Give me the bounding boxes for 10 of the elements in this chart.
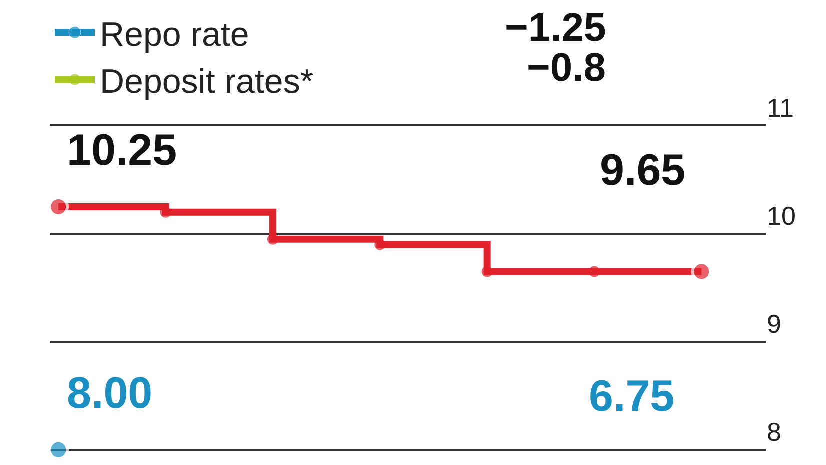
data-label: 8.00 xyxy=(67,369,153,418)
data-label: 9.65 xyxy=(600,146,686,195)
y-tick-label: 8 xyxy=(767,416,782,447)
data-label: 10.25 xyxy=(67,126,178,175)
y-tick-label: 10 xyxy=(767,200,796,231)
annotation: 6.75 xyxy=(589,372,675,421)
y-tick-label: 9 xyxy=(767,308,782,339)
y-tick-label: 11 xyxy=(767,92,794,123)
legend-label: Repo rate xyxy=(100,16,250,54)
legend-label: Deposit rates* xyxy=(100,63,314,102)
